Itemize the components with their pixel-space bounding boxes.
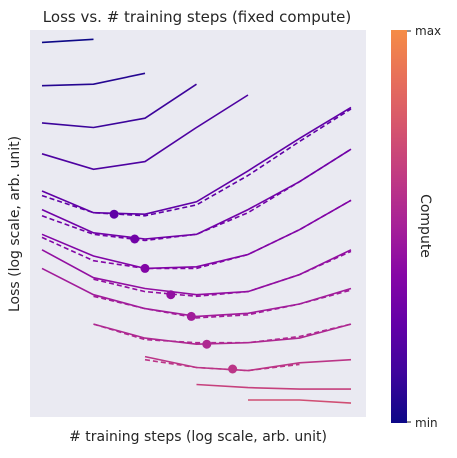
series-layer	[41, 38, 352, 404]
y-axis-label: Loss (log scale, arb. unit)	[7, 136, 23, 312]
optimum-point-5	[186, 311, 196, 321]
loss-curve-12	[196, 383, 351, 390]
colorbar	[391, 30, 407, 423]
plot-area	[30, 30, 366, 417]
chart-title: Loss vs. # training steps (fixed compute…	[43, 8, 351, 26]
fit-curve-3	[41, 199, 352, 270]
fit-curve-2	[41, 148, 352, 242]
optimum-point-4	[166, 290, 176, 300]
optimum-point-7	[228, 364, 238, 374]
dashed-series-layer	[41, 108, 352, 372]
fit-curve-4	[93, 250, 352, 298]
colorbar-label: Compute	[417, 194, 433, 258]
colorbar-max-label: max	[415, 24, 441, 38]
loss-curve-4	[41, 94, 249, 171]
fit-curve-6	[93, 323, 352, 344]
loss-curve-7	[41, 199, 352, 270]
x-axis-label: # training steps (log scale, arb. unit)	[69, 429, 327, 445]
optimum-point-6	[202, 339, 212, 349]
optima-points-layer	[109, 209, 238, 374]
optimum-point-2	[130, 234, 140, 244]
loss-curve-13	[248, 399, 352, 404]
loss-curve-3	[41, 83, 197, 129]
optimum-point-3	[140, 263, 150, 273]
optimum-point-1	[109, 209, 119, 219]
loss-curve-5	[41, 106, 352, 216]
loss-curve-11	[144, 355, 352, 372]
colorbar-min-label: min	[415, 416, 438, 430]
fit-curve-5	[93, 289, 352, 319]
loss-curve-1	[41, 38, 94, 44]
loss-curve-2	[41, 72, 146, 87]
fit-curve-7	[144, 358, 300, 372]
